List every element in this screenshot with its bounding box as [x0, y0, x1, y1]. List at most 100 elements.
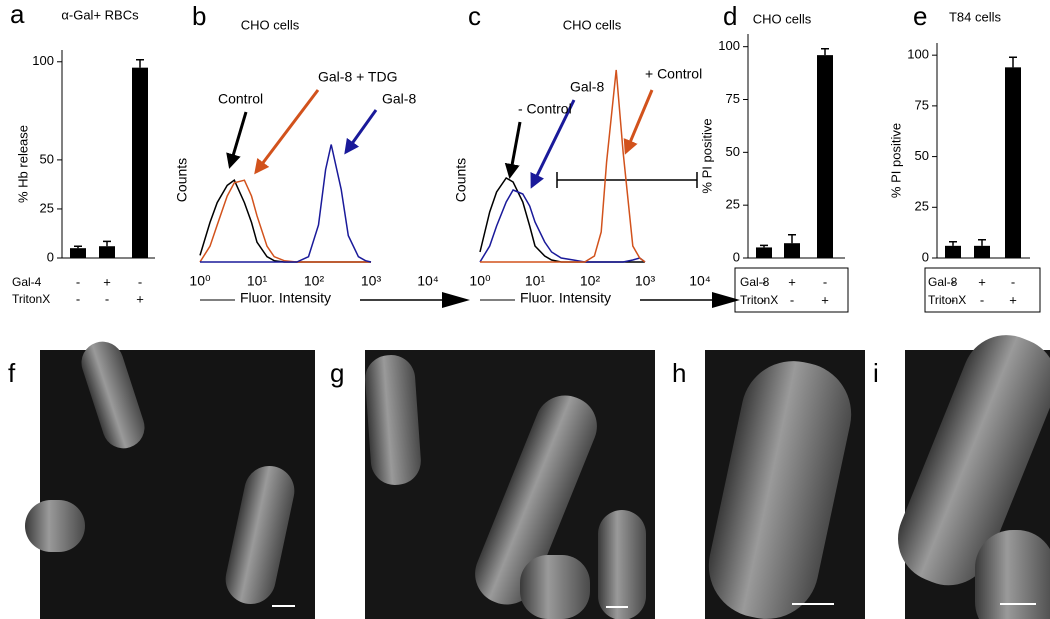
y-tick-label: 50 — [40, 151, 54, 166]
condition-sign: - — [138, 274, 142, 289]
histogram-line — [480, 69, 646, 263]
condition-box — [924, 267, 1041, 313]
series-label: Gal-8 + TDG — [318, 69, 398, 85]
x-tick-label: 10² — [304, 273, 325, 289]
condition-name: TritonX — [928, 293, 966, 307]
x-arrowhead — [712, 292, 740, 308]
micrograph-i — [898, 335, 1050, 619]
panel-letter: h — [672, 358, 686, 388]
series-label: Gal-8 — [382, 91, 416, 107]
panel-letter: e — [913, 1, 927, 31]
x-tick-label: 10⁰ — [469, 273, 491, 289]
panel-title: T84 cells — [949, 9, 1002, 24]
error-bar — [760, 244, 768, 248]
arrows — [226, 89, 654, 189]
condition-sign: - — [76, 274, 80, 289]
condition-sign: - — [951, 274, 955, 289]
condition-sign: + — [821, 292, 829, 307]
condition-box — [734, 267, 849, 313]
bar — [99, 246, 115, 258]
x-tick-label: 10¹ — [247, 273, 268, 289]
error-bar — [821, 48, 829, 56]
histogram-line — [200, 144, 372, 263]
bar — [70, 248, 86, 258]
bar — [756, 247, 772, 258]
y-tick-label: 100 — [32, 53, 54, 68]
y-axis-label: Counts — [453, 158, 469, 202]
series-label: - Control — [518, 101, 572, 117]
micrograph-g — [365, 350, 655, 619]
series-label: Gal-8 — [570, 79, 604, 95]
panel-title: CHO cells — [563, 17, 622, 32]
panel-letter: d — [723, 1, 737, 31]
error-bar — [788, 234, 796, 244]
bar — [1005, 67, 1021, 258]
condition-name: Gal-8 — [928, 275, 958, 289]
bar — [817, 55, 833, 258]
panel-title: α-Gal+ RBCs — [61, 7, 139, 22]
x-arrowhead — [442, 292, 470, 308]
y-axis-label: % PI positive — [699, 118, 714, 193]
y-tick-label: 0 — [922, 249, 929, 264]
panel-letter: b — [192, 1, 206, 31]
condition-sign: - — [951, 292, 955, 307]
y-tick-label: 100 — [907, 47, 929, 62]
bar — [974, 245, 990, 258]
condition-sign: + — [978, 274, 986, 289]
error-bar — [978, 238, 986, 246]
y-tick-label: 25 — [726, 197, 740, 212]
error-bar — [949, 241, 957, 246]
y-tick-label: 50 — [915, 148, 929, 163]
y-axis-label: % Hb release — [15, 125, 30, 203]
x-tick-label: 10² — [580, 273, 601, 289]
condition-sign: + — [136, 291, 144, 306]
error-bar — [136, 59, 144, 68]
histogram-line — [479, 189, 646, 263]
y-tick-label: 50 — [726, 144, 740, 159]
condition-sign: - — [105, 291, 109, 306]
series-label: Control — [218, 91, 263, 107]
error-bar — [103, 240, 111, 247]
panel-letter: f — [8, 358, 16, 388]
panel-title: CHO cells — [753, 11, 812, 26]
panel-letter: c — [468, 1, 481, 31]
y-tick-label: 25 — [40, 200, 54, 215]
y-tick-label: 100 — [718, 38, 740, 53]
condition-sign: + — [1009, 292, 1017, 307]
condition-sign: - — [823, 274, 827, 289]
y-tick-label: 0 — [47, 249, 54, 264]
condition-name: Gal-4 — [12, 275, 42, 289]
condition-sign: + — [103, 274, 111, 289]
error-bar — [74, 245, 82, 249]
x-tick-label: 10⁴ — [689, 273, 711, 289]
condition-sign: - — [1011, 274, 1015, 289]
x-tick-label: 10¹ — [525, 273, 546, 289]
y-tick-label: 75 — [915, 97, 929, 112]
micrograph-h — [705, 350, 865, 619]
bar — [132, 67, 148, 259]
x-tick-label: 10³ — [635, 273, 656, 289]
x-axis-label: Fluor. Intensity — [520, 290, 611, 306]
error-bar — [1009, 56, 1017, 68]
condition-sign: - — [790, 292, 794, 307]
series-label: + Control — [645, 66, 702, 82]
condition-sign: - — [762, 274, 766, 289]
gate — [556, 172, 698, 188]
bar — [784, 243, 800, 258]
panel-letter: i — [873, 358, 879, 388]
y-tick-label: 25 — [915, 199, 929, 214]
y-tick-label: 75 — [726, 91, 740, 106]
y-axis-label: Counts — [174, 158, 190, 202]
x-tick-label: 10⁴ — [417, 273, 439, 289]
condition-sign: - — [76, 291, 80, 306]
condition-name: Gal-8 — [740, 275, 770, 289]
panel-title: CHO cells — [241, 17, 300, 32]
panel-letter: a — [10, 0, 25, 29]
condition-name: TritonX — [12, 292, 50, 306]
condition-sign: - — [980, 292, 984, 307]
histogram-line — [199, 179, 371, 263]
micrograph-f — [25, 341, 315, 619]
x-tick-label: 10³ — [361, 273, 382, 289]
panel-letter: g — [330, 358, 344, 388]
